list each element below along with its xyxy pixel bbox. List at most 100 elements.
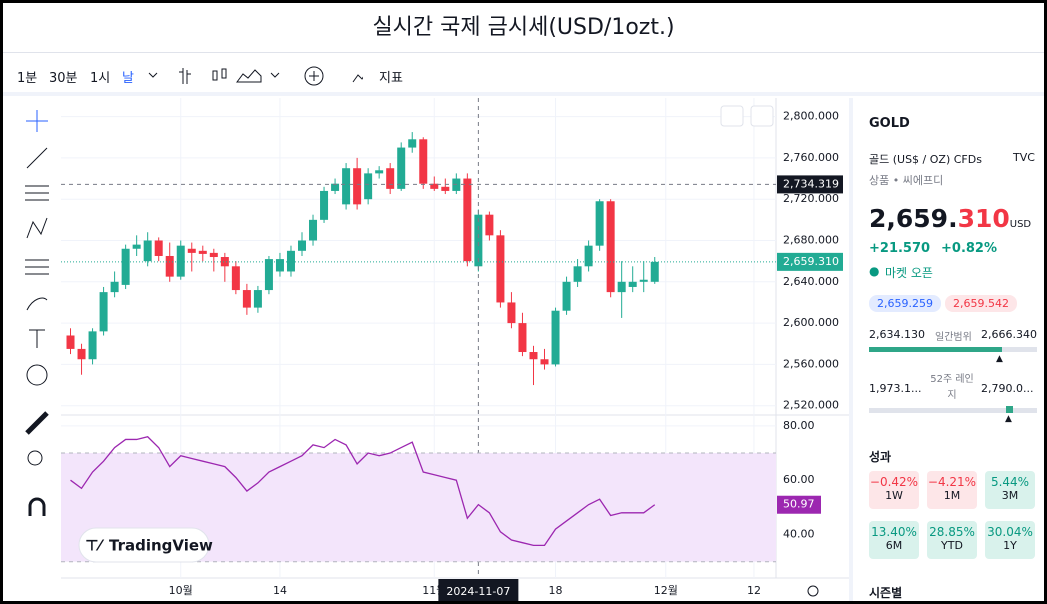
candle-body xyxy=(529,352,538,360)
projection-tool[interactable] xyxy=(25,259,49,275)
performance-tile[interactable]: 5.44% 3M xyxy=(985,471,1035,509)
interval[interactable]: 1시 xyxy=(90,71,111,86)
candle-body xyxy=(397,147,406,189)
symbol: GOLD xyxy=(869,116,910,131)
page-title: 실시간 국제 금시세(USD/1ozt.) xyxy=(3,3,1044,53)
price: 2,659.310USD xyxy=(869,204,1031,233)
zoom-tool[interactable] xyxy=(27,450,43,466)
candle-body xyxy=(386,168,395,189)
y-tick-label: 2,640.000 xyxy=(783,275,839,288)
y-tick-label: 40.00 xyxy=(783,528,815,541)
currency: USD xyxy=(1009,219,1032,230)
area-icon[interactable] xyxy=(236,69,262,83)
performance-tile[interactable]: −0.42% 1W xyxy=(869,471,919,509)
magnet-tool[interactable] xyxy=(28,497,46,516)
reset-button xyxy=(750,105,774,127)
change-pct: +0.82% xyxy=(941,241,997,256)
toolbar: 1분 30분 1시 날 지표 xyxy=(3,54,1044,96)
y-tick-label: 2,760.000 xyxy=(783,151,839,164)
crosshair-tool[interactable] xyxy=(26,110,48,132)
add-icon[interactable] xyxy=(304,66,324,86)
candle-body xyxy=(298,240,306,251)
year-range-track xyxy=(869,408,1037,413)
candle-body xyxy=(331,183,340,191)
fib-tool[interactable] xyxy=(25,185,49,201)
candle-body xyxy=(375,170,384,174)
candle-body xyxy=(187,248,196,253)
performance-tile[interactable]: −4.21% 1M xyxy=(927,471,977,509)
day-low: 2,634.130 xyxy=(869,328,925,341)
candle-body xyxy=(77,348,86,360)
day-range-marker: ▲ xyxy=(996,354,1003,364)
description: 골드 (US$ / OZ) CFDs xyxy=(869,153,982,166)
candle-body xyxy=(408,139,417,148)
toolbar-icons xyxy=(148,66,363,86)
dropdown-icon[interactable] xyxy=(270,72,280,78)
brush-tool[interactable] xyxy=(26,297,48,311)
performance-value: −4.21% xyxy=(927,475,977,489)
year-range-marker: ▲ xyxy=(1005,414,1012,424)
last-price-tag xyxy=(777,252,843,271)
bars-icon[interactable] xyxy=(179,68,191,84)
year-range-label: 52주 레인지 xyxy=(930,374,974,401)
candles-icon[interactable] xyxy=(221,68,227,79)
candle-body xyxy=(132,244,141,249)
performance-tile[interactable]: 30.04% 1Y xyxy=(985,521,1035,559)
ruler-tool[interactable] xyxy=(25,411,49,435)
candles-icon[interactable] xyxy=(212,70,218,81)
y-tick-label: 2,800.000 xyxy=(783,110,839,123)
interval[interactable]: 30분 xyxy=(49,71,78,86)
day-range-fill xyxy=(869,347,1002,352)
candle-body xyxy=(353,168,362,205)
add-icon xyxy=(309,71,319,81)
candle-body xyxy=(320,190,329,220)
indicator-icon[interactable] xyxy=(352,71,363,83)
emoji-tool[interactable] xyxy=(26,364,48,386)
candle-body xyxy=(518,323,527,353)
candle-body xyxy=(121,248,130,285)
y-tick-label: 2,520.000 xyxy=(783,399,839,412)
price-decimals: 310 xyxy=(957,204,1010,233)
crosshair-label: 2,734.319 xyxy=(783,177,839,190)
indicators-button[interactable]: 지표 xyxy=(379,71,403,86)
performance-period: YTD xyxy=(941,539,963,552)
chart: 10월 14 11월 18 12월 122,520.0002,560.0002,600.0… xyxy=(61,98,849,601)
candle-body xyxy=(628,281,637,287)
candle-body xyxy=(275,259,284,272)
performance-tile[interactable]: 28.85% YTD xyxy=(927,521,977,559)
candle-body xyxy=(441,186,450,191)
interval[interactable]: 1분 xyxy=(17,71,38,86)
line-tool[interactable] xyxy=(26,147,48,169)
exchange: TVC xyxy=(1013,151,1035,164)
dropdown-icon[interactable] xyxy=(148,72,158,78)
market-dot: ● xyxy=(869,264,880,278)
candle-body xyxy=(507,302,516,324)
interval[interactable]: 날 xyxy=(122,71,134,86)
watermark-logo: ⊤⁄ xyxy=(85,537,105,555)
rsi-tag xyxy=(777,495,821,514)
candle-body xyxy=(176,245,185,277)
candle-body xyxy=(154,240,163,256)
candle-body xyxy=(430,183,439,189)
text-tool[interactable] xyxy=(29,329,45,348)
candle-body xyxy=(485,214,494,236)
performance-period: 6M xyxy=(885,539,903,552)
performance-period: 1M xyxy=(943,489,961,502)
year-range-fill xyxy=(1006,406,1013,413)
bid: 2,659.259 xyxy=(869,295,941,312)
pattern-tool[interactable] xyxy=(26,217,48,239)
performance-tile[interactable]: 13.40% 6M xyxy=(869,521,919,559)
candle-body xyxy=(474,214,483,267)
performance-value: 13.40% xyxy=(871,525,917,539)
x-tick-label: 18 xyxy=(549,584,563,597)
candle-body xyxy=(209,252,218,258)
change: +21.570 xyxy=(869,241,931,256)
x-tick-label: 14 xyxy=(273,584,287,597)
candle-body xyxy=(253,290,262,308)
y-tick-label: 2,600.000 xyxy=(783,316,839,329)
x-tick-label: 12 xyxy=(747,584,761,597)
settings-button xyxy=(807,585,819,597)
candle-body xyxy=(99,292,108,332)
market-status: 마켓 오픈 xyxy=(885,266,933,280)
